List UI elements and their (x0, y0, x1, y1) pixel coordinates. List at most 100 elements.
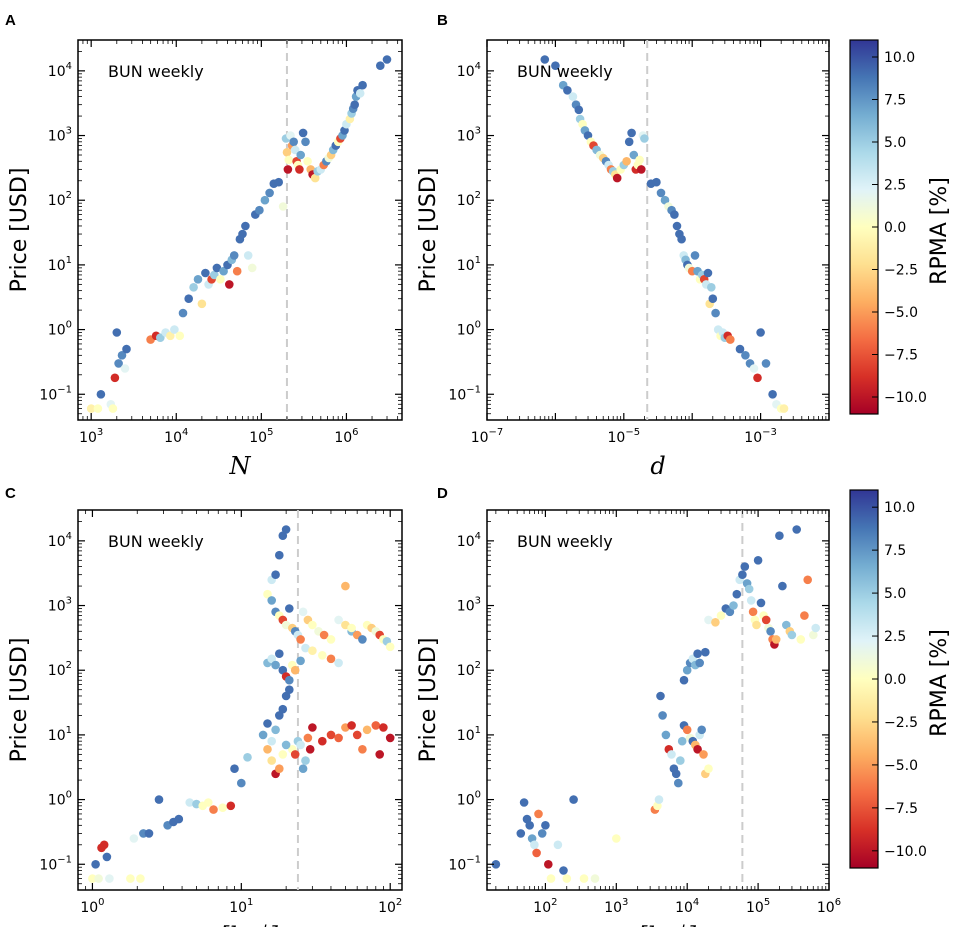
scatter-point (735, 344, 745, 354)
scatter-point (298, 128, 308, 138)
scatter-point (703, 268, 713, 278)
scatter-point (660, 195, 670, 205)
colorbar-tick-label: −5.0 (884, 305, 918, 321)
scatter-points (540, 55, 789, 413)
scatter-point (729, 601, 738, 610)
scatter-point (756, 598, 766, 608)
y-tick-label: 102 (48, 660, 72, 679)
scatter-point (701, 647, 710, 657)
scatter-point (263, 719, 272, 728)
scatter-point (697, 725, 706, 735)
scatter-point (271, 725, 280, 735)
scatter-point (672, 221, 682, 231)
scatter-point (219, 266, 228, 276)
scatter-point (787, 630, 797, 640)
y-tick-label: 103 (48, 596, 72, 615)
scatter-point (175, 331, 185, 341)
scatter-point (290, 665, 300, 675)
y-tick-label: 10−1 (448, 384, 481, 403)
scatter-point (695, 658, 704, 668)
scatter-point (108, 404, 118, 413)
axis-ticks (77, 39, 402, 421)
scatter-point (210, 270, 219, 280)
scatter-point (738, 570, 747, 579)
scatter-point (267, 654, 277, 664)
scatter-point (275, 649, 284, 658)
scatter-point (86, 404, 96, 413)
scatter-point (216, 275, 225, 284)
scatter-point (525, 821, 534, 830)
scatter-point (590, 874, 600, 883)
scatter-point (271, 570, 280, 579)
scatter-point (355, 89, 365, 98)
scatter-point (93, 404, 103, 413)
scatter-point (658, 711, 667, 720)
colorbar-tick-label: −10.0 (884, 390, 927, 406)
scatter-point (768, 390, 777, 399)
scatter-point (275, 764, 284, 773)
axes-frame (77, 509, 403, 891)
scatter-point (278, 704, 288, 714)
scatter-point (371, 721, 381, 730)
scatter-point (232, 266, 242, 276)
colorbar-tick-label: 10.0 (884, 500, 915, 516)
scatter-point (766, 627, 775, 636)
x-axis-label: N (229, 452, 252, 480)
scatter-point (534, 809, 543, 819)
x-tick-label: 103 (79, 427, 103, 446)
scatter-point (654, 795, 664, 804)
scatter-point (693, 649, 702, 658)
scatter-point (226, 801, 236, 811)
scatter-point (241, 221, 250, 231)
x-tick-label: 106 (817, 897, 841, 916)
scatter-point (568, 92, 578, 101)
scatter-point (267, 756, 277, 765)
scatter-point (656, 691, 665, 701)
scatter-point (792, 525, 801, 534)
scatter-point (267, 736, 277, 746)
y-tick-label: 100 (457, 320, 481, 339)
scatter-point (656, 188, 666, 198)
scatter-point (230, 764, 239, 773)
scatter-point (122, 344, 131, 354)
colorbar-tick-label: −10.0 (884, 844, 927, 860)
scatter-point (379, 723, 388, 732)
y-tick-label: 103 (48, 126, 72, 145)
scatter-point (746, 596, 756, 605)
scatter-point (263, 745, 272, 754)
panel-a: 10−1 100 101 102 103 104 103 104 105 106 BUN weekl… (7, 39, 403, 480)
scatter-point (563, 86, 572, 95)
scatter-point (247, 263, 257, 273)
scatter-point (283, 165, 293, 174)
scatter-point (375, 750, 385, 759)
scatter-point (635, 155, 644, 165)
colorbar-tick-label: 10.0 (884, 50, 915, 66)
panel-label-b: B (437, 12, 448, 29)
scatter-point (679, 675, 689, 685)
scatter-point (677, 736, 687, 746)
colorbar-tick-label: −2.5 (884, 263, 918, 279)
scatter-point (674, 778, 683, 788)
scatter-point (334, 658, 343, 668)
x-tick-label: 10−3 (744, 427, 777, 446)
colorbar-label: RPMA [%] (927, 629, 952, 737)
x-tick-label: 106 (334, 427, 358, 446)
y-tick-label: 100 (457, 790, 481, 809)
scatter-point (693, 745, 702, 754)
scatter-point (741, 351, 750, 360)
scatter-point (753, 373, 762, 383)
scatter-point (296, 740, 305, 750)
panel-label-c: C (5, 485, 16, 502)
axes-frame (486, 39, 830, 421)
scatter-point (275, 550, 284, 560)
scatter-point (285, 675, 294, 685)
scatter-point (676, 756, 685, 765)
colorbar-top: 10.0 7.5 5.0 2.5 0.0 −2.5 −5.0 −7.5 −10.0 RPMA [%… (849, 39, 952, 415)
scatter-point (358, 80, 367, 90)
scatter-point (308, 620, 317, 630)
scatter-point (744, 584, 754, 594)
scatter-point (212, 263, 222, 273)
scatter-point (278, 202, 288, 211)
y-tick-label: 101 (457, 255, 481, 274)
